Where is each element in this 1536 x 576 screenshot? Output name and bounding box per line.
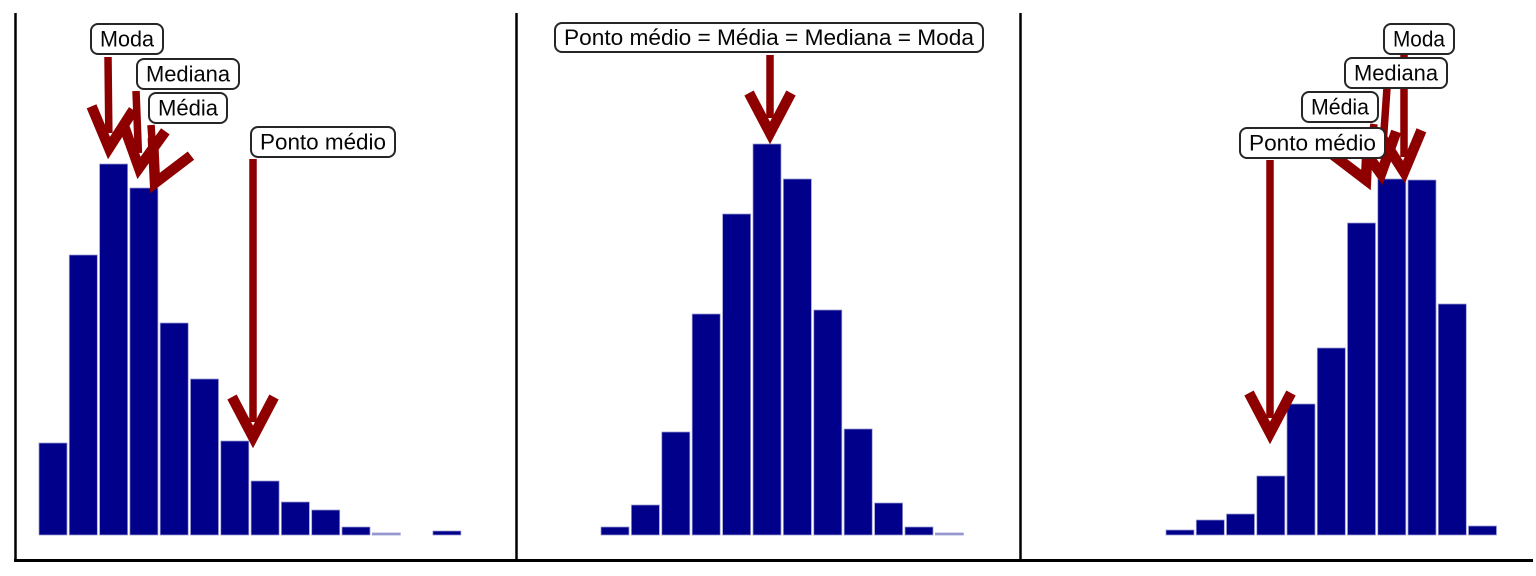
histogram-bar [250,480,280,536]
annotation-label: Média [158,96,219,121]
annotation-box [250,126,396,158]
histogram-bar [68,254,98,536]
histogram-bar [190,378,219,536]
histogram-bar [341,526,371,536]
histogram-bar [661,431,691,536]
histogram-bar [1347,222,1376,536]
histogram-bar [1165,529,1195,536]
annotation-box [90,23,164,55]
annotation-label: Ponto médio [260,130,386,155]
histogram-bar [783,178,812,536]
annotation-box [554,22,984,53]
histogram-bar [904,526,934,536]
arrow-shaft [104,56,113,134]
histogram-bar [432,530,462,536]
annotation-label: Mediana [1354,61,1439,86]
histogram-bar [935,532,964,536]
arrow-head [147,137,195,194]
histogram-bar [843,428,873,536]
histogram-bar [311,509,341,536]
arrow-shaft [132,90,143,154]
panel-left: Moda Mediana Média Ponto médio [38,23,462,536]
annotation-label: Média [1311,95,1370,120]
arrows-left [86,56,279,449]
annotation-box [148,92,228,124]
arrow-head [227,394,279,449]
histogram-bar [722,213,751,536]
arrow-head [86,104,138,160]
annotation-label: Ponto médio [1249,131,1376,156]
histogram-bar [38,442,68,536]
panel-center: Ponto médio = Média = Mediana = Moda [554,22,984,536]
histogram-bar [600,526,630,536]
histogram-bar [1316,347,1346,536]
histogram-bar [129,187,159,536]
histogram-bar [691,313,721,536]
bars-center [600,143,964,536]
histogram-bar [159,322,189,536]
histogram-bar [1195,519,1225,536]
histogram-bar [99,163,128,536]
histogram-bar [220,440,250,536]
histogram-bar [1377,178,1407,536]
bars-left [38,163,462,536]
histogram-bar [281,501,310,536]
histogram-bar [1286,403,1316,536]
annotation-box [136,58,240,90]
histogram-bar [1437,303,1467,536]
annotation-box [1344,57,1448,89]
annotation-label: Ponto médio = Média = Mediana = Moda [564,25,975,50]
panel-right: Moda Mediana Média Ponto médio [1165,23,1497,536]
arrow-head [744,90,796,145]
histogram-bar [631,504,660,536]
annotation-label: Moda [1393,27,1446,52]
arrow-head [1244,390,1296,445]
labels-left: Moda Mediana Média Ponto médio [90,23,396,158]
labels-center: Ponto médio = Média = Mediana = Moda [554,22,984,53]
annotation-label: Mediana [146,62,231,87]
annotation-label: Moda [100,27,155,52]
histogram-bar [1226,513,1255,536]
histogram-bar [1256,475,1286,536]
histogram-bar [1468,525,1497,536]
histogram-bar [752,143,782,536]
histogram-bar [813,309,843,536]
histogram-bar [371,532,401,536]
histogram-bar [874,502,903,536]
bars-right [1165,178,1497,536]
annotation-box [1301,91,1379,123]
histogram-bar [1407,179,1437,536]
annotation-box [1383,23,1455,55]
annotation-box [1239,127,1386,159]
arrows-center [744,55,796,145]
labels-right: Moda Mediana Média Ponto médio [1239,23,1455,159]
